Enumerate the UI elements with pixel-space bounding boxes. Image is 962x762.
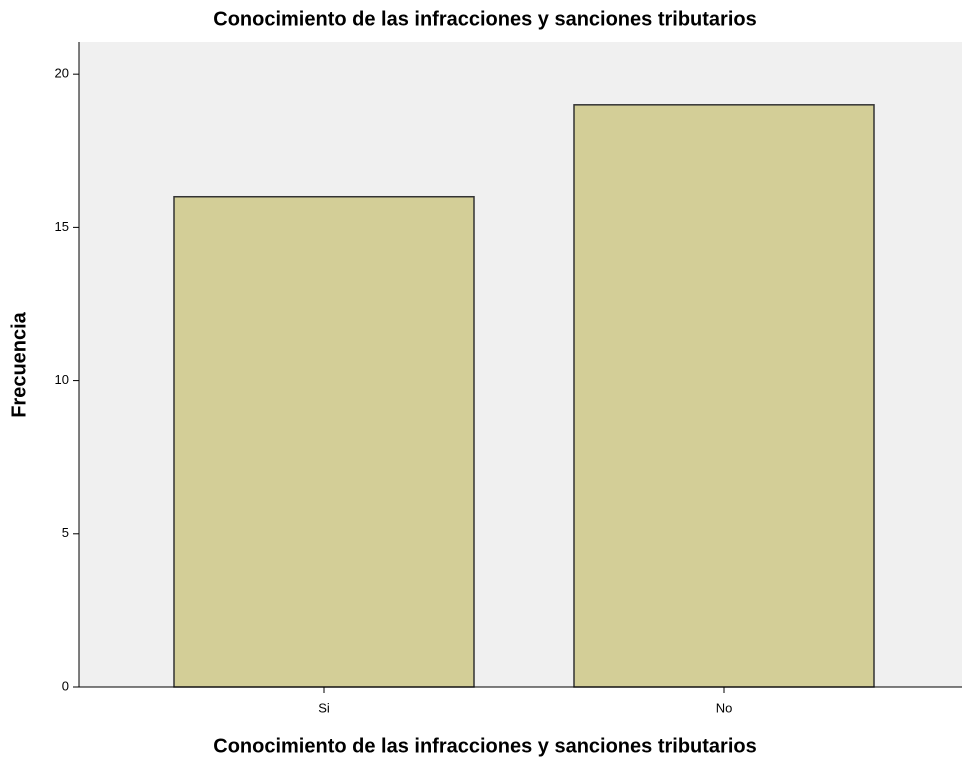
x-tick-label: Si	[318, 700, 330, 715]
chart-title: Conocimiento de las infracciones y sanci…	[213, 8, 756, 30]
x-axis-label: Conocimiento de las infracciones y sanci…	[213, 735, 756, 757]
bar	[573, 104, 875, 688]
y-tick-label: 10	[55, 372, 69, 387]
x-tick-label: No	[716, 700, 733, 715]
y-tick-label: 15	[55, 219, 69, 234]
y-tick-label: 0	[62, 678, 69, 693]
bar	[173, 195, 475, 688]
y-axis-label: Frecuencia	[8, 311, 30, 417]
y-tick-label: 5	[62, 525, 69, 540]
y-tick-label: 20	[55, 66, 69, 81]
